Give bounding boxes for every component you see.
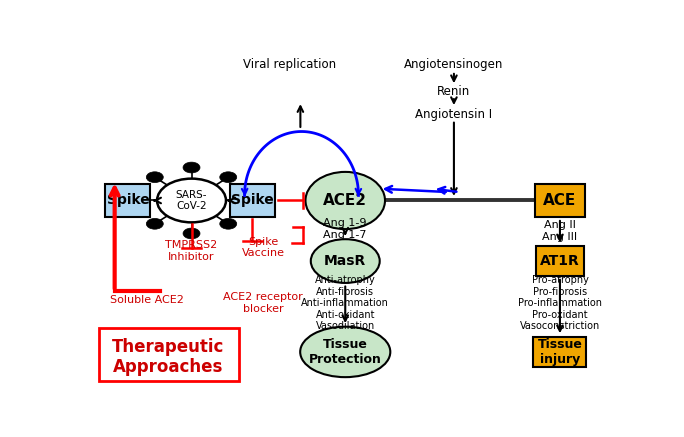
Text: Pro-atrophy
Pro-fibrosis
Pro-inflammation
Pro-oxidant
Vasoconstriction: Pro-atrophy Pro-fibrosis Pro-inflammatio… bbox=[518, 275, 602, 331]
Ellipse shape bbox=[306, 172, 385, 229]
Text: ACE: ACE bbox=[543, 193, 577, 208]
Ellipse shape bbox=[220, 172, 237, 183]
Circle shape bbox=[157, 179, 226, 222]
Text: Viral replication: Viral replication bbox=[243, 58, 336, 71]
Ellipse shape bbox=[220, 218, 237, 229]
Text: Anti-atrophy
Anti-fibrosis
Anti-inflammation
Anti-oxidant
Vasodilation: Anti-atrophy Anti-fibrosis Anti-inflamma… bbox=[302, 275, 389, 331]
Text: Angiotensin I: Angiotensin I bbox=[415, 108, 492, 121]
Text: Spike: Spike bbox=[231, 194, 274, 208]
Text: TMPRSS2
Inhibitor: TMPRSS2 Inhibitor bbox=[166, 240, 218, 262]
FancyBboxPatch shape bbox=[534, 337, 586, 367]
Ellipse shape bbox=[146, 172, 163, 183]
Text: Renin: Renin bbox=[437, 85, 471, 97]
Text: MasR: MasR bbox=[324, 254, 367, 268]
FancyBboxPatch shape bbox=[230, 184, 275, 217]
Text: Therapeutic
Approaches: Therapeutic Approaches bbox=[111, 337, 224, 376]
Ellipse shape bbox=[146, 218, 163, 229]
FancyBboxPatch shape bbox=[535, 184, 585, 217]
Text: Soluble ACE2: Soluble ACE2 bbox=[109, 295, 183, 305]
Text: Angiotensinogen: Angiotensinogen bbox=[404, 58, 503, 71]
Ellipse shape bbox=[311, 239, 380, 283]
Ellipse shape bbox=[131, 195, 148, 206]
Text: SARS-
CoV-2: SARS- CoV-2 bbox=[176, 190, 207, 212]
Text: ACE2: ACE2 bbox=[324, 193, 367, 208]
Ellipse shape bbox=[235, 195, 252, 206]
Text: Spike: Spike bbox=[107, 194, 149, 208]
Ellipse shape bbox=[183, 228, 200, 239]
Text: Ang 1-9
Ang 1-7: Ang 1-9 Ang 1-7 bbox=[324, 218, 367, 240]
Text: AT1R: AT1R bbox=[540, 254, 580, 268]
Text: Tissue
Protection: Tissue Protection bbox=[308, 338, 382, 366]
Text: ACE2 receptor
blocker: ACE2 receptor blocker bbox=[223, 292, 303, 314]
Text: Tissue
injury: Tissue injury bbox=[538, 338, 582, 366]
FancyBboxPatch shape bbox=[536, 246, 583, 276]
FancyBboxPatch shape bbox=[98, 328, 239, 381]
Ellipse shape bbox=[183, 162, 200, 173]
FancyBboxPatch shape bbox=[105, 184, 150, 217]
Text: Ang II
Ang III: Ang II Ang III bbox=[542, 220, 577, 242]
Text: Spike
Vaccine: Spike Vaccine bbox=[241, 237, 285, 258]
Ellipse shape bbox=[300, 327, 391, 377]
